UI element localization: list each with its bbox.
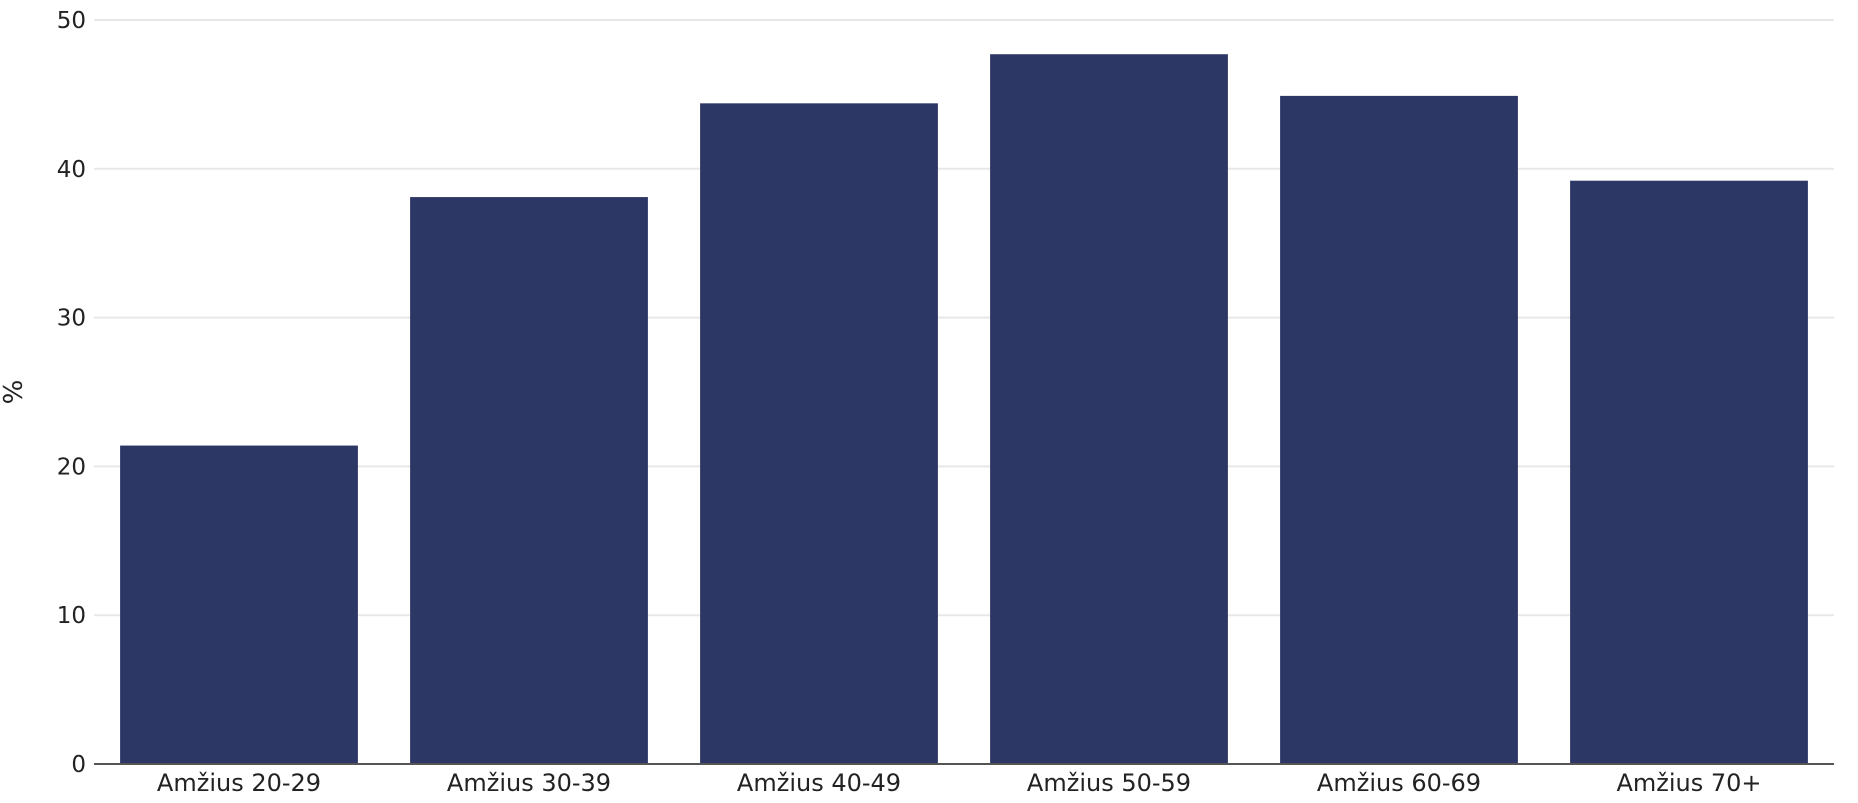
y-tick-label: 0 (71, 752, 86, 778)
grid-lines (94, 19, 1834, 617)
y-tick-labels: 0 10 20 30 40 50 (57, 8, 86, 778)
y-tick-label: 50 (57, 8, 86, 34)
bar (990, 54, 1228, 764)
x-tick-label: Amžius 20-29 (157, 769, 321, 797)
x-tick-label: Amžius 50-59 (1027, 769, 1191, 797)
y-tick-label: 30 (57, 306, 86, 332)
bar (1280, 95, 1518, 764)
x-tick-label: Amžius 40-49 (737, 769, 901, 797)
bar (120, 445, 358, 764)
bar (700, 103, 938, 764)
y-axis-label: % (0, 380, 29, 405)
x-tick-labels: Amžius 20-29 Amžius 30-39 Amžius 40-49 Amži… (157, 769, 1762, 797)
x-tick-label: Amžius 30-39 (447, 769, 611, 797)
y-tick-label: 40 (57, 157, 86, 183)
y-tick-label: 20 (57, 454, 86, 480)
bars (120, 54, 1808, 765)
x-tick-label: Amžius 60-69 (1317, 769, 1481, 797)
bar (1570, 180, 1808, 765)
x-tick-label: Amžius 70+ (1616, 769, 1761, 797)
y-tick-label: 10 (57, 603, 86, 629)
bar (410, 197, 648, 764)
